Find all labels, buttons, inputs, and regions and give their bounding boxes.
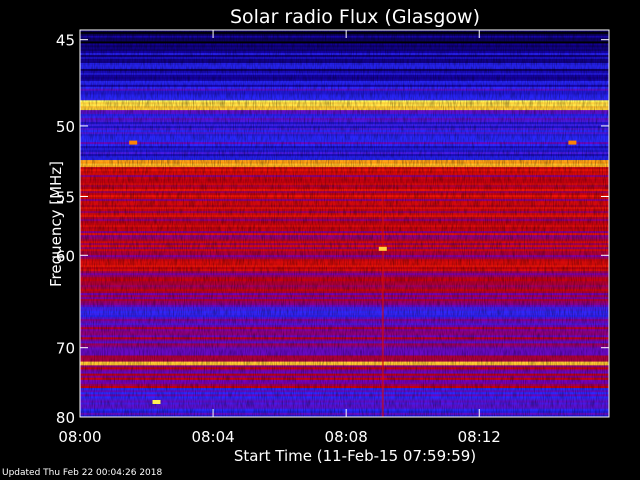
y-tick-label-45: 45 bbox=[56, 32, 75, 50]
x-tick-label-08:08: 08:08 bbox=[325, 428, 368, 446]
x-axis: 08:00 08:04 08:08 08:12 bbox=[58, 30, 501, 446]
y-axis: 45 50 55 60 70 80 bbox=[56, 32, 609, 427]
burst-3 bbox=[568, 140, 577, 145]
y-axis-label: Frequency [MHz] bbox=[47, 161, 65, 287]
y-tick-label-50: 50 bbox=[56, 118, 75, 136]
plot-frame bbox=[79, 29, 610, 418]
burst-markers bbox=[129, 140, 577, 417]
y-tick-label-80: 80 bbox=[56, 409, 75, 427]
chart-title: Solar radio Flux (Glasgow) bbox=[230, 6, 480, 28]
x-tick-label-08:12: 08:12 bbox=[458, 428, 501, 446]
x-tick-label-08:00: 08:00 bbox=[58, 428, 101, 446]
update-timestamp: Updated Thu Feb 22 00:04:26 2018 bbox=[2, 468, 163, 478]
y-tick-label-70: 70 bbox=[56, 340, 75, 358]
burst-1 bbox=[152, 400, 161, 404]
y-tick-label-55: 55 bbox=[56, 188, 75, 206]
burst-2 bbox=[129, 140, 138, 145]
y-tick-label-60: 60 bbox=[56, 247, 75, 265]
burst-0 bbox=[378, 246, 387, 251]
x-axis-label: Start Time (11-Feb-15 07:59:59) bbox=[234, 447, 476, 465]
x-tick-label-08:04: 08:04 bbox=[191, 428, 234, 446]
noise-texture bbox=[80, 30, 609, 417]
vertical-feature bbox=[381, 196, 384, 417]
